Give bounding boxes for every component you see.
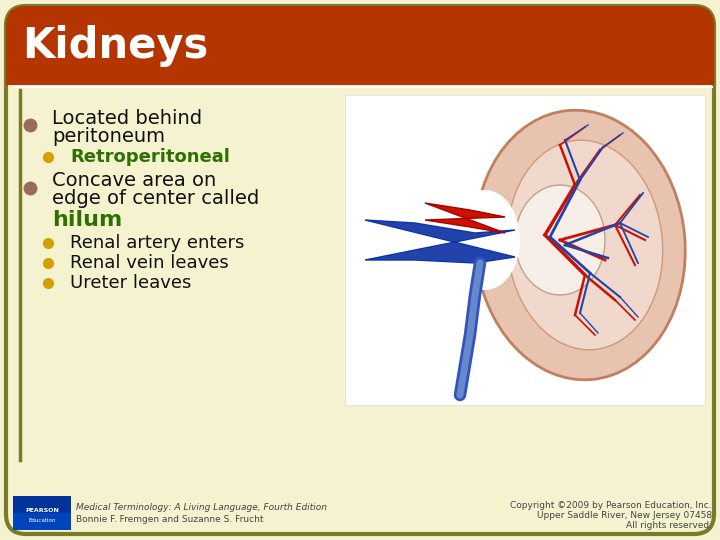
Text: Renal vein leaves: Renal vein leaves: [70, 254, 229, 272]
Text: Upper Saddle River, New Jersey 07458: Upper Saddle River, New Jersey 07458: [537, 510, 712, 519]
Ellipse shape: [450, 190, 520, 290]
Text: Ureter leaves: Ureter leaves: [70, 274, 192, 292]
Text: Located behind: Located behind: [52, 109, 202, 127]
Text: All rights reserved.: All rights reserved.: [626, 521, 712, 530]
Text: Copyright ©2009 by Pearson Education, Inc.: Copyright ©2009 by Pearson Education, In…: [510, 501, 712, 510]
FancyBboxPatch shape: [6, 6, 714, 85]
Text: Renal artery enters: Renal artery enters: [70, 234, 244, 252]
Text: Education: Education: [28, 518, 55, 523]
Text: PEARSON: PEARSON: [25, 508, 59, 512]
Bar: [6, 55, 714, 85]
Text: Kidneys: Kidneys: [22, 25, 208, 67]
Ellipse shape: [474, 110, 685, 380]
Ellipse shape: [508, 140, 662, 350]
Ellipse shape: [515, 185, 605, 295]
Text: Concave area on: Concave area on: [52, 171, 216, 190]
FancyBboxPatch shape: [6, 6, 714, 534]
Polygon shape: [365, 220, 515, 263]
Polygon shape: [425, 203, 505, 233]
Text: peritoneum: peritoneum: [52, 127, 165, 146]
Text: hilum: hilum: [52, 210, 122, 230]
Text: edge of center called: edge of center called: [52, 190, 259, 208]
Bar: [13, 496, 71, 530]
Bar: [13, 513, 71, 530]
Text: Bonnie F. Fremgen and Suzanne S. Frucht: Bonnie F. Fremgen and Suzanne S. Frucht: [76, 516, 264, 524]
Bar: [345, 95, 705, 405]
Text: Medical Terminology: A Living Language, Fourth Edition: Medical Terminology: A Living Language, …: [76, 503, 327, 511]
Text: Retroperitoneal: Retroperitoneal: [70, 148, 230, 166]
